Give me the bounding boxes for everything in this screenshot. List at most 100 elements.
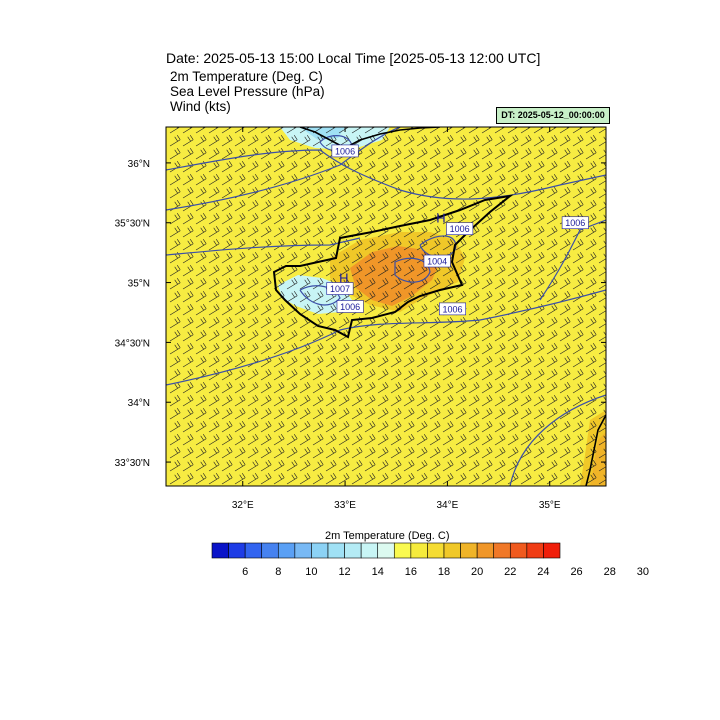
wind-barb (221, 265, 233, 277)
wind-barb (273, 330, 285, 342)
wind-barb (429, 382, 441, 394)
wind-barb (520, 174, 532, 186)
wind-barb (260, 382, 272, 394)
wind-barb (377, 187, 389, 199)
wind-barb (325, 473, 337, 485)
wind-barb (195, 127, 207, 134)
wind-barb (455, 382, 467, 394)
wind-barb (260, 330, 272, 342)
wind-barb (416, 174, 428, 186)
wind-barb (546, 304, 558, 316)
wind-barb (377, 408, 389, 420)
wind-barb (494, 434, 506, 446)
wind-barb (312, 174, 324, 186)
wind-barb (468, 317, 480, 329)
wind-barb (260, 434, 272, 446)
wind-barb (195, 148, 207, 160)
wind-barb (416, 304, 428, 316)
wind-barb (195, 382, 207, 394)
wind-barb (520, 421, 532, 433)
wind-barb (598, 447, 606, 459)
wind-barb (234, 356, 246, 368)
wind-barb (390, 447, 402, 459)
wind-barb (390, 317, 402, 329)
wind-barb (429, 148, 441, 160)
wind-barb (377, 382, 389, 394)
wind-barb (481, 226, 493, 238)
wind-barb (312, 187, 324, 199)
wind-barb (299, 382, 311, 394)
colorbar-swatch (294, 542, 312, 559)
wind-barb (533, 226, 545, 238)
wind-barb (234, 265, 246, 277)
wind-barb (546, 148, 558, 160)
colorbar-swatch (344, 542, 362, 559)
wind-barb (468, 395, 480, 407)
wind-barb (403, 135, 415, 147)
pressure-labels: 1006 1006 1006 1006 1006 1007 1004 (326, 144, 589, 316)
wind-barb (273, 356, 285, 368)
wind-barb (234, 447, 246, 459)
wind-barb (455, 252, 467, 264)
wind-barb (299, 213, 311, 225)
wind-barb (299, 127, 311, 134)
wind-barb (195, 317, 207, 329)
wind-barb (481, 356, 493, 368)
wind-barb (455, 356, 467, 368)
wind-barb (481, 447, 493, 459)
wind-barb (442, 421, 454, 433)
wind-barb (520, 127, 532, 134)
wind-barb (169, 421, 181, 433)
lat-tick-label: 34°N (128, 398, 150, 409)
wind-barb (260, 135, 272, 147)
wind-barb (234, 161, 246, 173)
wind-barb (572, 127, 584, 134)
wind-barb (559, 421, 571, 433)
pressure-label: 1007 (330, 284, 350, 294)
pressure-label-box (561, 216, 589, 230)
wind-barb (377, 447, 389, 459)
wind-barb (221, 460, 233, 472)
wind-barb (338, 356, 350, 368)
wind-barb (312, 291, 324, 303)
wind-barb (273, 252, 285, 264)
wind-barb (221, 239, 233, 251)
wind-barb (299, 200, 311, 212)
wind-barb (403, 304, 415, 316)
wind-barb (442, 174, 454, 186)
wind-barb (273, 395, 285, 407)
wind-barb (299, 278, 311, 290)
wind-barb (312, 213, 324, 225)
wind-barb (234, 369, 246, 381)
wind-barb (598, 343, 606, 355)
wind-barb (598, 382, 606, 394)
wind-barb (260, 213, 272, 225)
wind-barb (364, 395, 376, 407)
wind-barb (403, 473, 415, 485)
wind-barb (572, 343, 584, 355)
wind-barb (273, 408, 285, 420)
wind-barb (442, 382, 454, 394)
wind-barb (338, 317, 350, 329)
wind-barb (195, 239, 207, 251)
wind-barb (507, 239, 519, 251)
pressure-label: 1004 (427, 257, 447, 267)
wind-barb (182, 226, 194, 238)
wind-barb (377, 317, 389, 329)
wind-barb (364, 252, 376, 264)
wind-barb (260, 343, 272, 355)
wind-barb (585, 200, 597, 212)
wind-barb (182, 291, 194, 303)
wind-barb (585, 239, 597, 251)
wind-barb (273, 239, 285, 251)
wind-barb (208, 135, 220, 147)
wind-barb (247, 226, 259, 238)
wind-barb (585, 161, 597, 173)
wind-barb (286, 473, 298, 485)
wind-barb (195, 135, 207, 147)
wind-barb (208, 434, 220, 446)
wind-barb (247, 421, 259, 433)
wind-barb (325, 317, 337, 329)
colorbar-label: 20 (471, 566, 483, 578)
wind-barb (182, 187, 194, 199)
